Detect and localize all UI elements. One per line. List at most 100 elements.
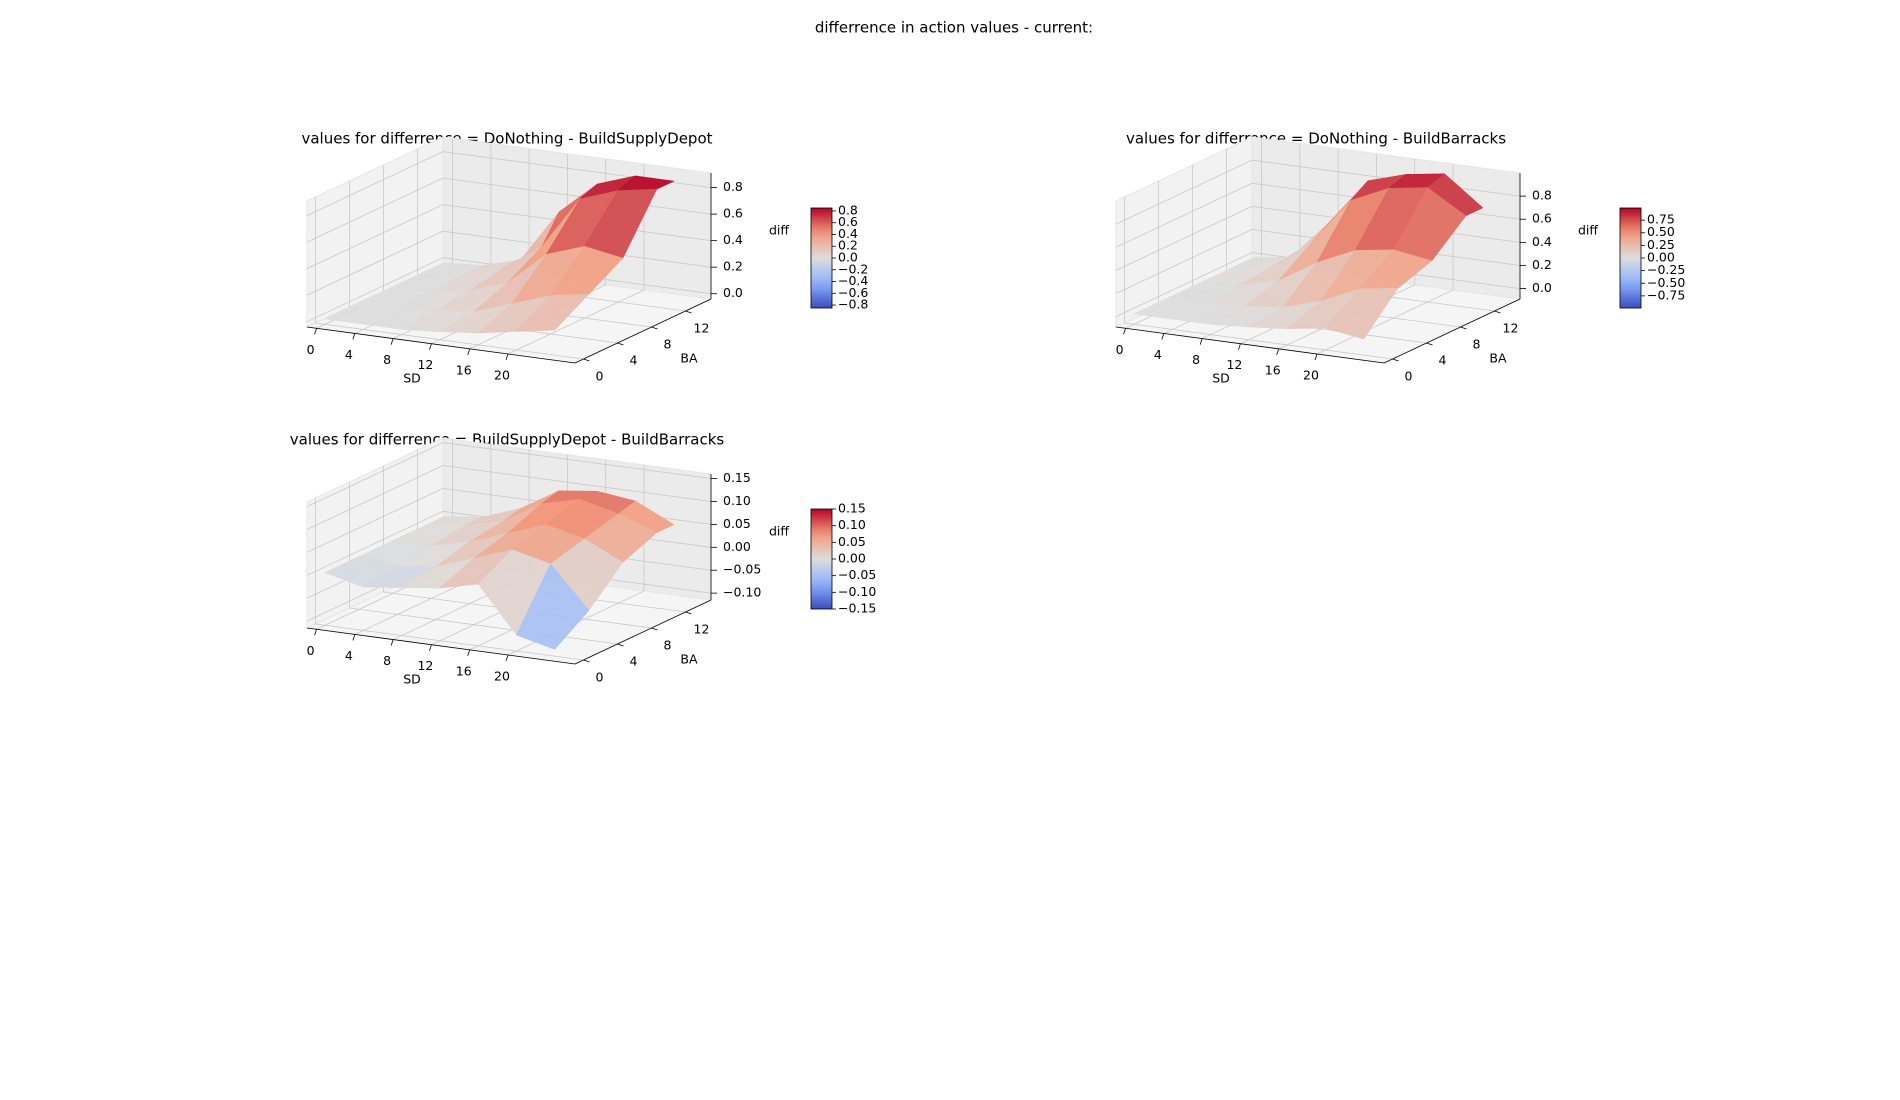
tick-mark bbox=[352, 333, 356, 340]
y-tick-label: 8 bbox=[664, 638, 672, 653]
x-axis-label: SD bbox=[1212, 371, 1230, 386]
z-tick-label: 0.2 bbox=[1532, 257, 1552, 272]
y-tick-label: 4 bbox=[630, 654, 638, 669]
tick-mark bbox=[390, 639, 394, 646]
y-tick-label: 12 bbox=[694, 622, 710, 637]
tick-mark bbox=[1161, 333, 1165, 340]
y-tick-label: 0 bbox=[1405, 369, 1413, 384]
x-tick-label: 20 bbox=[494, 368, 510, 383]
tick-mark bbox=[583, 659, 590, 663]
grid-line bbox=[315, 322, 584, 360]
z-tick-label: 0.10 bbox=[723, 493, 751, 508]
tick-mark bbox=[467, 348, 471, 355]
y-tick-label: 12 bbox=[1503, 321, 1519, 336]
grid-line bbox=[306, 177, 444, 243]
grid-line bbox=[1124, 322, 1393, 360]
tick-mark bbox=[1460, 326, 1467, 330]
colorbar-tick-label: 0.00 bbox=[1647, 250, 1675, 265]
subplot-title: values for differrence = DoNothing - Bui… bbox=[1126, 130, 1506, 148]
tick-mark bbox=[429, 644, 432, 651]
surface-facet bbox=[515, 293, 590, 332]
z-tick-label: 0.8 bbox=[723, 179, 743, 194]
x-axis-label: SD bbox=[403, 672, 421, 687]
subplot: values for differrence = DoNothing - Bui… bbox=[301, 130, 868, 386]
z-tick-label: 0.05 bbox=[723, 516, 751, 531]
y-axis-label: BA bbox=[1489, 351, 1507, 366]
y-tick-label: 12 bbox=[694, 321, 710, 336]
grid-line bbox=[1115, 252, 1253, 317]
grid-line bbox=[306, 510, 444, 576]
tick-mark bbox=[685, 310, 692, 314]
x-tick-label: 20 bbox=[494, 669, 510, 684]
tick-mark bbox=[685, 611, 692, 615]
tick-mark bbox=[467, 649, 471, 656]
tick-mark bbox=[617, 643, 624, 647]
y-tick-label: 8 bbox=[664, 337, 672, 352]
colorbar-tick-label: 0.4 bbox=[838, 226, 858, 241]
colorbar-tick-label: −0.50 bbox=[1647, 275, 1685, 290]
grid-line bbox=[349, 607, 618, 645]
grid-line bbox=[306, 204, 444, 270]
colorbar-tick-label: −0.75 bbox=[1647, 287, 1685, 302]
z-axis-label: diff bbox=[769, 524, 789, 539]
x-tick-label: 16 bbox=[1265, 362, 1281, 377]
surface-facet bbox=[516, 563, 590, 650]
y-axis-label: BA bbox=[680, 652, 698, 667]
grid-line bbox=[306, 257, 444, 323]
grid-line bbox=[306, 465, 444, 530]
tick-mark bbox=[352, 634, 356, 641]
subplot: values for differrence = DoNothing - Bui… bbox=[1114, 130, 1685, 386]
x-tick-label: 16 bbox=[456, 362, 472, 377]
x-tick-label: 0 bbox=[307, 643, 315, 658]
tick-mark bbox=[583, 358, 590, 362]
y-tick-label: 8 bbox=[1473, 337, 1481, 352]
grid-line bbox=[442, 465, 712, 502]
z-tick-label: −0.10 bbox=[723, 585, 761, 600]
z-tick-label: 0.2 bbox=[723, 259, 743, 274]
grid-line bbox=[1115, 229, 1253, 294]
grid-line bbox=[306, 230, 444, 296]
axis-line bbox=[1383, 298, 1521, 364]
tick-mark bbox=[505, 353, 509, 361]
tick-mark bbox=[429, 343, 432, 350]
figure-title: differrence in action values - current: bbox=[815, 19, 1093, 37]
tick-mark bbox=[314, 328, 317, 335]
x-tick-label: 12 bbox=[417, 357, 433, 372]
x-tick-label: 8 bbox=[383, 352, 391, 367]
subplot-title: values for differrence = DoNothing - Bui… bbox=[301, 130, 712, 148]
y-tick-label: 4 bbox=[1439, 353, 1447, 368]
z-axis-label: diff bbox=[769, 223, 789, 238]
tick-mark bbox=[505, 654, 509, 662]
z-tick-label: −0.05 bbox=[723, 562, 761, 577]
colorbar-tick-label: 0.0 bbox=[838, 250, 858, 265]
z-tick-label: 0.0 bbox=[1532, 280, 1552, 295]
z-tick-label: 0.15 bbox=[723, 470, 751, 485]
y-axis-label: BA bbox=[680, 351, 698, 366]
x-tick-label: 8 bbox=[1192, 352, 1200, 367]
surface-facet bbox=[1324, 287, 1399, 340]
x-axis-label: SD bbox=[403, 371, 421, 386]
grid-line bbox=[1115, 205, 1253, 271]
colorbar-tick-label: −0.2 bbox=[838, 261, 868, 276]
grid-line bbox=[306, 442, 444, 507]
x-tick-label: 0 bbox=[1116, 342, 1124, 357]
x-tick-label: 16 bbox=[456, 663, 472, 678]
tick-mark bbox=[1123, 328, 1126, 335]
colorbar-tick-label: −0.8 bbox=[838, 297, 868, 312]
colorbar-tick-label: 0.05 bbox=[838, 534, 866, 549]
x-tick-label: 20 bbox=[1303, 368, 1319, 383]
colorbar-tick-label: 0.15 bbox=[838, 501, 866, 516]
colorbar bbox=[810, 207, 833, 309]
z-tick-label: 0.00 bbox=[723, 539, 751, 554]
colorbar-tick-label: 0.00 bbox=[838, 551, 866, 566]
colorbar-tick-label: −0.4 bbox=[838, 273, 868, 288]
colorbar-tick-label: −0.6 bbox=[838, 285, 868, 300]
x-tick-label: 12 bbox=[417, 658, 433, 673]
grid-line bbox=[306, 151, 444, 216]
colorbar-tick-label: −0.05 bbox=[838, 567, 876, 582]
x-tick-label: 4 bbox=[345, 347, 353, 362]
colorbar-tick-label: 0.8 bbox=[838, 202, 858, 217]
z-tick-label: 0.8 bbox=[1532, 188, 1552, 203]
y-tick-label: 4 bbox=[630, 353, 638, 368]
axis-line bbox=[306, 627, 576, 665]
